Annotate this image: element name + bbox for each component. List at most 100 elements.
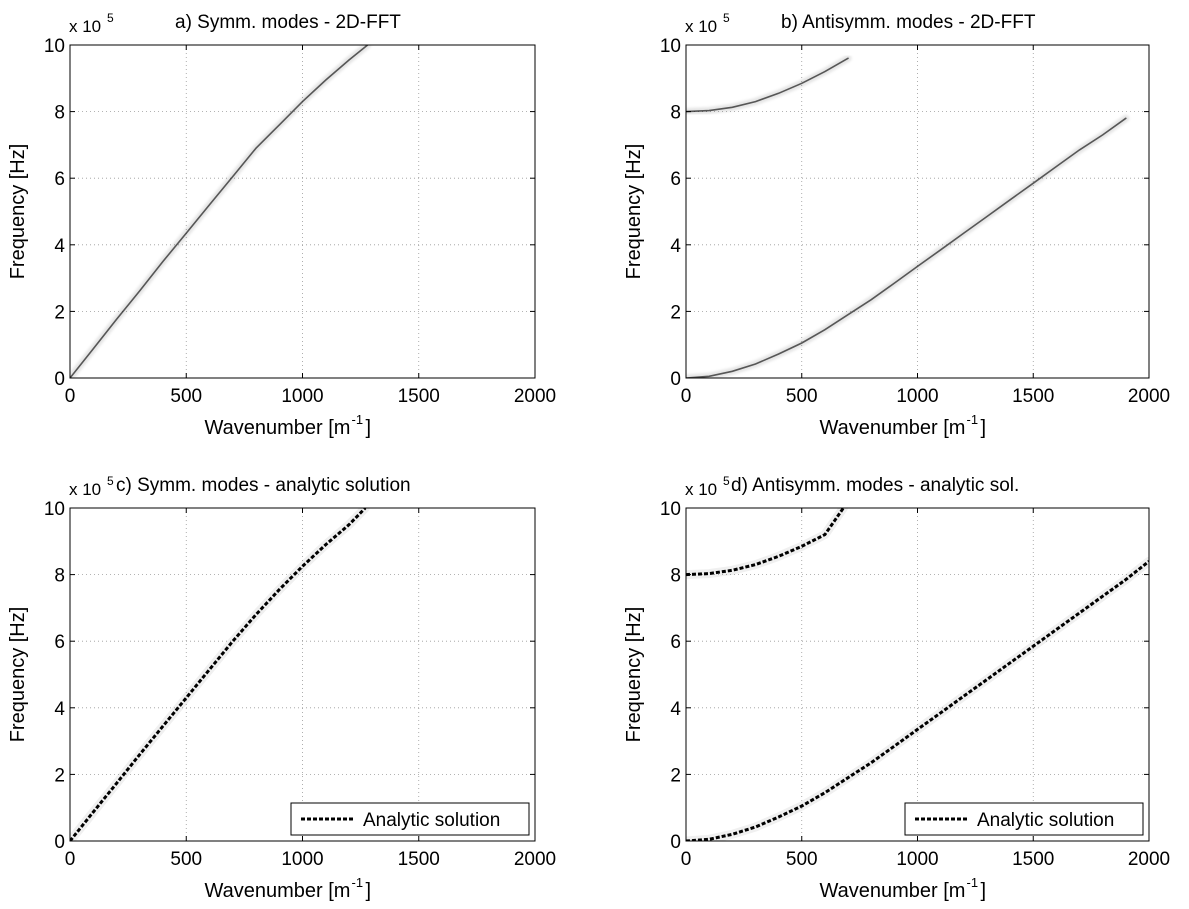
x-axis-label-group: Wavenumber [m -1] [205,875,372,902]
x-axis-label-group: Wavenumber [m -1] [820,875,987,902]
y-axis-multiplier: x 10 [685,17,717,36]
y-axis-multiplier-exponent: 5 [107,474,114,488]
x-tick-label: 1000 [281,849,323,870]
legend: Analytic solution [904,802,1144,836]
chart-title: d) Antisymm. modes - analytic sol. [731,475,1019,496]
x-axis-label: Wavenumber [m [820,417,966,439]
y-axis-multiplier-exponent: 5 [723,11,730,25]
x-tick-label: 500 [786,386,818,407]
y-tick-label: 2 [670,302,681,323]
y-tick-label: 0 [54,832,65,853]
y-tick-label: 4 [54,699,65,720]
spectrum-ridge-0 [686,117,1127,378]
y-tick-label: 6 [670,632,681,653]
x-tick-label: 1500 [398,849,440,870]
x-tick-label: 1000 [896,849,938,870]
x-axis-label-end: ] [981,417,987,439]
y-tick-label: 2 [670,765,681,786]
y-tick-label: 10 [44,499,65,520]
x-axis-label-group: Wavenumber [m -1] [820,412,987,439]
x-tick-label: 500 [170,849,202,870]
data-layer [70,45,372,378]
x-axis-label-superscript: -1 [352,412,364,427]
x-axis-label: Wavenumber [m [820,880,966,902]
y-tick-label: 4 [54,236,65,257]
data-layer [70,508,370,841]
plot-area [686,508,1149,841]
x-tick-label: 500 [170,386,202,407]
x-axis-label-end: ] [366,880,372,902]
analytic-curve-0 [686,560,1149,841]
y-tick-label: 8 [54,566,65,587]
y-tick-label: 0 [54,369,65,390]
data-layer [686,54,1130,378]
x-tick-label: 0 [681,386,692,407]
panel-d: 0 500 1000 1500 2000 0 2 4 6 8 10x 10 5 d) Antisymm.… [623,474,1170,902]
y-axis-multiplier: x 10 [69,480,101,499]
x-tick-label: 2000 [1128,386,1170,407]
legend-label: Analytic solution [363,810,500,831]
y-tick-label: 4 [670,236,681,257]
data-layer [686,508,1149,841]
plot-area [70,508,535,841]
y-axis-multiplier-exponent: 5 [107,11,114,25]
y-axis-label: Frequency [Hz] [623,144,645,280]
plot-area [686,45,1149,378]
x-tick-label: 1000 [896,386,938,407]
y-tick-label: 8 [670,103,681,124]
x-axis-label-group: Wavenumber [m -1] [205,412,372,439]
spectrum-ridge-0 [70,45,369,378]
chart-title: a) Symm. modes - 2D-FFT [175,12,401,33]
analytic-curve-0 [70,508,367,841]
legend-box [290,802,530,836]
y-tick-label: 8 [54,103,65,124]
x-tick-label: 2000 [514,849,556,870]
x-tick-label: 1000 [281,386,323,407]
x-tick-label: 0 [65,386,76,407]
x-tick-label: 0 [65,849,76,870]
legend-box [904,802,1144,836]
x-tick-label: 0 [681,849,692,870]
x-tick-label: 1500 [1012,849,1054,870]
legend: Analytic solution [290,802,530,836]
chart-title: b) Antisymm. modes - 2D-FFT [781,12,1036,33]
spectrum-ridge-1 [686,57,849,113]
y-tick-label: 10 [660,36,681,57]
analytic-curve-1 [686,508,845,577]
y-tick-label: 6 [670,169,681,190]
y-tick-label: 6 [54,169,65,190]
y-tick-label: 2 [54,302,65,323]
y-tick-label: 0 [670,832,681,853]
x-tick-label: 500 [786,849,818,870]
x-tick-label: 1500 [398,386,440,407]
x-axis-label-superscript: -1 [352,875,364,890]
x-axis-label-superscript: -1 [967,875,979,890]
y-tick-label: 10 [660,499,681,520]
y-tick-label: 8 [670,566,681,587]
y-tick-label: 0 [670,369,681,390]
panel-c: 0 500 1000 1500 2000 0 2 4 6 8 10x 10 5 c) Symm. mod… [7,474,556,902]
x-axis-label: Wavenumber [m [205,417,351,439]
y-axis-multiplier-exponent: 5 [723,474,730,488]
x-axis-label-end: ] [981,880,987,902]
panel-b: 0 500 1000 1500 2000 0 2 4 6 8 10x 10 5 b) Antisymm.… [623,11,1170,439]
y-axis-label: Frequency [Hz] [7,144,29,280]
x-tick-label: 2000 [1128,849,1170,870]
x-axis-label-end: ] [366,417,372,439]
y-tick-label: 2 [54,765,65,786]
y-tick-label: 10 [44,36,65,57]
x-tick-label: 2000 [514,386,556,407]
y-axis-label: Frequency [Hz] [623,607,645,743]
legend-label: Analytic solution [977,810,1114,831]
y-axis-multiplier: x 10 [685,480,717,499]
chart-title: c) Symm. modes - analytic solution [116,475,411,496]
plot-area [70,45,535,378]
panel-a: 0 500 1000 1500 2000 0 2 4 6 8 10x 10 5 a) Symm. mod… [7,11,556,439]
x-axis-label-superscript: -1 [967,412,979,427]
x-tick-label: 1500 [1012,386,1054,407]
y-tick-label: 4 [670,699,681,720]
y-tick-label: 6 [54,632,65,653]
y-axis-multiplier: x 10 [69,17,101,36]
x-axis-label: Wavenumber [m [205,880,351,902]
